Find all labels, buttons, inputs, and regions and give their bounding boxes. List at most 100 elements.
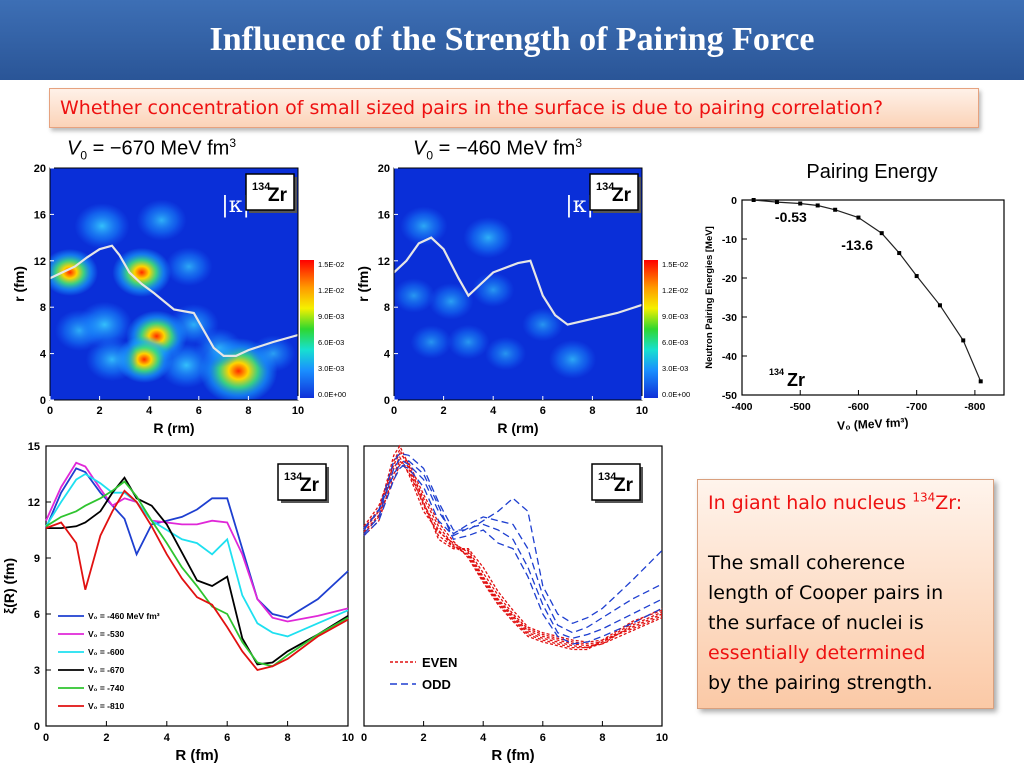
y-tick-label: 4 (384, 349, 391, 361)
info-line-6: by the pairing strength. (708, 672, 933, 694)
x-tick-label: -600 (848, 401, 869, 413)
x-tick-label: 4 (146, 405, 153, 417)
series-line (363, 460, 663, 645)
x-tick-label: 4 (490, 405, 497, 417)
v0-subscript: 0 (426, 148, 434, 163)
x-axis-label: R (fm) (491, 747, 534, 764)
x-tick-label: 10 (636, 405, 648, 417)
x-tick-label: 2 (103, 732, 109, 744)
x-tick-label: 0 (391, 405, 397, 417)
series-line (363, 459, 663, 649)
x-tick-label: 8 (589, 405, 595, 417)
heatmap-blobs (394, 206, 642, 379)
data-point (961, 338, 966, 343)
plot-frame (49, 167, 299, 401)
x-axis-label: R (fm) (175, 747, 218, 764)
heatmap-blob (400, 206, 448, 246)
y-tick-label: 6 (34, 609, 40, 621)
nucleus-mass-number: 134 (596, 181, 615, 193)
y-tick-label: -30 (722, 312, 737, 324)
heatmap-blob (50, 248, 99, 296)
data-point (879, 231, 884, 236)
nucleus-mass-number: 134 (598, 471, 617, 483)
nucleus-label-box (277, 463, 327, 501)
y-axis-label: ξ(R) (fm) (1, 558, 17, 614)
heatmap-blob (136, 199, 187, 241)
heatmap-blobs (50, 199, 298, 400)
colorbar-tick-label: 1.2E-02 (662, 286, 688, 295)
x-tick-label: 10 (656, 732, 668, 744)
x-tick-label: 8 (245, 405, 251, 417)
series-line (363, 463, 663, 649)
y-tick-label: -10 (722, 234, 737, 246)
heatmap-blob (394, 278, 435, 313)
nucleus-label-box (245, 173, 295, 211)
colorbar-tick-label: 9.0E-03 (662, 312, 688, 321)
series-line (363, 444, 663, 643)
y-tick-label: 15 (28, 441, 40, 453)
v0-value: = −670 MeV fm (87, 137, 230, 160)
nucleus-label-box (591, 463, 641, 501)
heatmap-blob (250, 335, 296, 372)
x-tick-label: 6 (540, 732, 546, 744)
y-tick-label: 12 (378, 256, 390, 268)
nucleus-mass-number: 134 (284, 471, 303, 483)
heatmap-blob (548, 339, 597, 379)
y-tick-label: 16 (34, 209, 46, 221)
v0-unit-exponent: 3 (575, 136, 583, 150)
y-axis-label: r (fm) (11, 266, 27, 302)
x-tick-label: 4 (480, 732, 487, 744)
data-point (937, 303, 942, 308)
heatmap-blob (74, 203, 130, 249)
annotation-label: -0.53 (775, 209, 807, 225)
colorbar-tick-label: 3.0E-03 (662, 364, 688, 373)
nucleus-mass-number: 134 (769, 367, 784, 377)
v0-label-left: V0 = −670 MeV fm3 (67, 136, 236, 163)
x-tick-label: -500 (790, 401, 811, 413)
plot-frame (393, 167, 643, 401)
x-tick-label: -700 (906, 401, 927, 413)
x-axis-label: R (rm) (153, 420, 194, 436)
heatmap-blob (194, 328, 243, 368)
nucleus-symbol: Zr (268, 185, 288, 206)
data-point (897, 251, 902, 256)
heatmap-blob (85, 337, 139, 382)
x-tick-label: 2 (97, 405, 103, 417)
even-odd-chart: 0 2 4 6 8 10 R (fm) 134Zr EVEN ODD (361, 444, 668, 764)
data-point (914, 274, 919, 279)
x-tick-label: 4 (164, 732, 171, 744)
question-box: Whether concentration of small sized pai… (49, 88, 979, 128)
question-text: Whether concentration of small sized pai… (60, 97, 884, 119)
heatmap-blob (428, 283, 474, 320)
x-tick-label: -800 (964, 401, 985, 413)
heatmap-blob (112, 247, 172, 297)
v0-label-mid: V0 = −460 MeV fm3 (413, 136, 582, 163)
v0-symbol: V (67, 137, 81, 160)
y-tick-label: 12 (34, 256, 46, 268)
x-tick-label: 10 (292, 405, 304, 417)
colorbar-tick-label: 9.0E-03 (318, 312, 344, 321)
x-tick-label: 0 (47, 405, 53, 417)
nucleus-symbol: Zr (612, 185, 632, 206)
heatmap-blob (484, 336, 527, 371)
colorbar-tick-label: 3.0E-03 (318, 364, 344, 373)
x-tick-label: 8 (599, 732, 605, 744)
y-tick-label: 3 (34, 665, 40, 677)
y-tick-label: -20 (722, 273, 737, 285)
heatmap-blob (165, 247, 213, 287)
legend-label: V₀ = -740 (88, 683, 124, 693)
nucleus-symbol: Zr (787, 370, 805, 390)
nucleus-mass-number: 134 (252, 181, 271, 193)
plot-frame (741, 199, 1005, 396)
x-tick-label: 2 (421, 732, 427, 744)
series-line (45, 472, 349, 638)
v0-value: = −460 MeV fm (433, 137, 576, 160)
data-point (856, 215, 861, 220)
y-tick-label: 8 (384, 302, 390, 314)
series-line (46, 476, 349, 666)
data-point (978, 379, 983, 384)
series-line (363, 448, 663, 645)
legend-label: ODD (422, 677, 451, 692)
data-point (815, 203, 820, 208)
